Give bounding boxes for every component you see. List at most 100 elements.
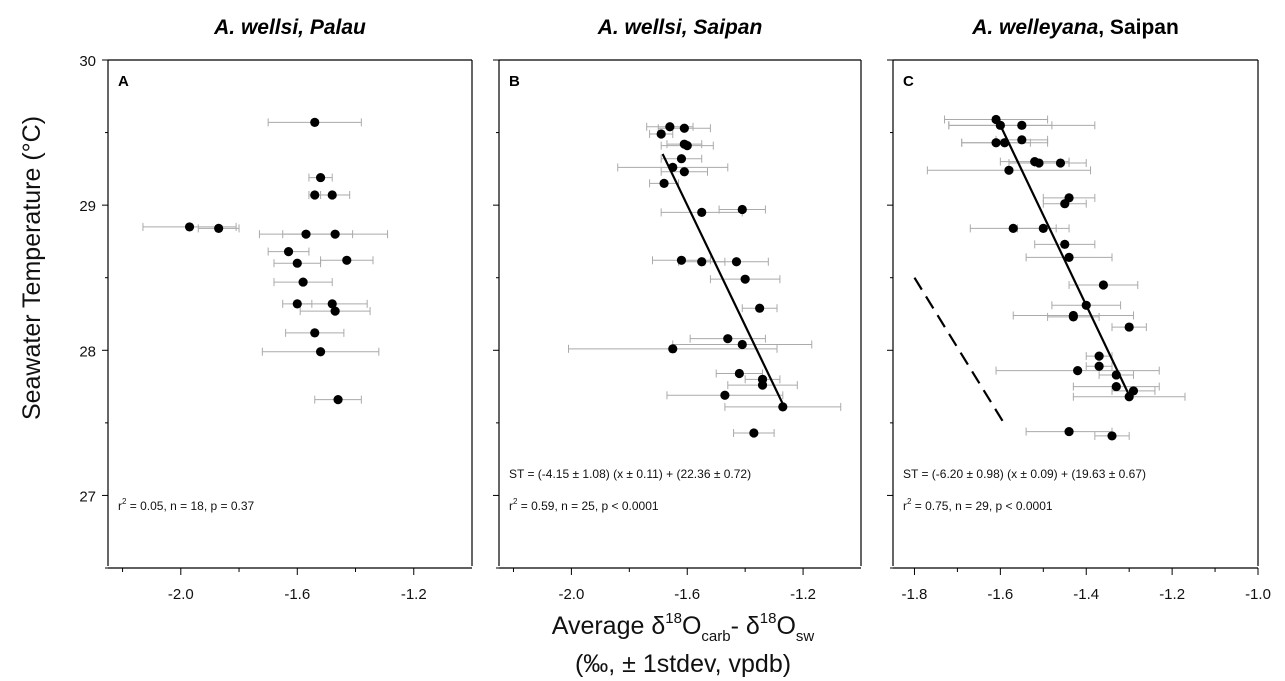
data-point <box>682 141 692 151</box>
data-point <box>327 299 337 309</box>
panel-b: A. wellsi, Saipan -2.0 -1.6 -1.2 B ST = (-4.1… <box>493 16 862 603</box>
y-axis-label: Seawater Temperature (°C) <box>18 116 46 420</box>
data-point <box>310 190 320 200</box>
y-tick-label: 28 <box>79 343 96 360</box>
x-tick-label: -1.2 <box>1159 586 1185 603</box>
data-point <box>1060 199 1070 209</box>
stat-r: r <box>118 499 122 513</box>
data-point <box>1060 239 1070 249</box>
chart-panels: A. wellsi, Palau 27 28 29 30 -2.0 -1.6 -1.2 Ar2 … <box>79 16 1271 603</box>
data-point <box>330 229 340 239</box>
panel-title-part: , Saipan <box>1098 16 1179 39</box>
stat-sup: 2 <box>122 497 127 506</box>
data-point <box>991 138 1001 148</box>
data-point <box>310 117 320 128</box>
stat-rest: = 0.75, n = 29, p < 0.0001 <box>911 499 1052 513</box>
panel-title-part: A. welleyana <box>971 16 1098 39</box>
data-point <box>778 402 788 412</box>
x-tick-label: -1.6 <box>674 586 700 603</box>
data-point <box>757 380 768 390</box>
x-tick-label: -1.4 <box>1073 586 1099 603</box>
panel-title-part: A. wellsi, Palau <box>213 16 366 39</box>
x-tick-label: -1.6 <box>284 586 310 603</box>
data-point <box>1034 158 1044 168</box>
data-point <box>676 154 687 164</box>
data-point <box>1008 223 1018 233</box>
x-tick-label: -1.6 <box>987 586 1013 603</box>
data-point <box>1038 223 1048 233</box>
data-point <box>315 172 326 183</box>
data-point <box>315 347 326 357</box>
regression-stats: r2 = 0.75, n = 29, p < 0.0001 <box>903 497 1053 513</box>
regression-equation: ST = (-6.20 ± 0.98) (x ± 0.09) + (19.63 … <box>903 467 1146 481</box>
data-point <box>679 167 689 177</box>
panel-a: A. wellsi, Palau 27 28 29 30 -2.0 -1.6 -1.2 Ar2 … <box>79 16 473 603</box>
data-point <box>1098 280 1109 290</box>
y-tick-label: 29 <box>79 198 96 215</box>
stat-r: r <box>903 499 907 513</box>
x-tick-label: -2.0 <box>558 586 584 603</box>
data-point <box>292 299 302 309</box>
data-point <box>1064 252 1074 262</box>
data-point <box>283 246 294 257</box>
data-point <box>668 344 678 354</box>
data-point <box>737 204 747 215</box>
data-point <box>665 122 675 132</box>
x-tick-label: -1.8 <box>902 586 928 603</box>
data-point <box>1124 392 1134 402</box>
data-point <box>1064 426 1074 437</box>
x-axis-label: Average δ18Ocarb- δ18Osw <box>552 610 815 645</box>
panel-title: A. welleyana, Saipan <box>971 16 1179 39</box>
data-point <box>1111 370 1121 380</box>
data-point <box>298 277 308 287</box>
panel-letter: B <box>509 73 520 90</box>
data-point <box>1004 165 1014 175</box>
stat-rest: = 0.59, n = 25, p < 0.0001 <box>517 499 658 513</box>
data-point <box>697 207 707 217</box>
x-tick-label: -1.0 <box>1245 586 1271 603</box>
data-point <box>676 255 687 265</box>
stat-rest: = 0.05, n = 18, p = 0.37 <box>126 499 254 513</box>
regression-equation: ST = (-4.15 ± 1.08) (x ± 0.11) + (22.36 … <box>509 467 751 481</box>
data-point <box>1111 381 1121 392</box>
panel-title: A. wellsi, Palau <box>213 16 366 39</box>
data-point <box>668 162 678 173</box>
data-point <box>1094 361 1104 371</box>
data-point <box>749 428 759 438</box>
data-point <box>679 123 689 133</box>
data-point <box>1017 120 1027 130</box>
panel-title: A. wellsi, Saipan <box>597 16 763 39</box>
data-point <box>310 328 320 338</box>
regression-stats: r2 = 0.59, n = 25, p < 0.0001 <box>509 497 659 513</box>
data-point <box>1000 138 1010 148</box>
panel-letter: C <box>903 73 914 90</box>
data-point <box>659 178 669 188</box>
data-point <box>1017 135 1027 145</box>
data-point <box>1124 322 1134 332</box>
regression-stats: r2 = 0.05, n = 18, p = 0.37 <box>118 497 255 513</box>
data-point <box>333 395 343 405</box>
data-point <box>656 129 666 139</box>
data-point <box>301 229 311 239</box>
data-point <box>342 255 352 265</box>
y-tick-label: 27 <box>79 488 96 505</box>
x-axis-label-units: (‰, ± 1stdev, vpdb) <box>575 650 791 678</box>
stat-r: r <box>509 499 513 513</box>
data-point <box>1073 366 1083 376</box>
data-point <box>723 334 733 344</box>
data-point <box>731 257 742 267</box>
data-point <box>1094 351 1104 361</box>
data-point <box>737 339 747 350</box>
data-point <box>995 120 1005 130</box>
stat-sup: 2 <box>513 497 518 506</box>
regression-line <box>997 120 1133 401</box>
data-point <box>734 368 744 379</box>
data-point <box>740 274 750 284</box>
x-tick-label: -2.0 <box>168 586 194 603</box>
x-tick-label: -1.2 <box>401 586 427 603</box>
regression-line <box>661 153 784 405</box>
data-point <box>697 257 707 267</box>
data-point <box>1055 158 1066 168</box>
panel-c: A. welleyana, Saipan -1.8 -1.6 -1.4 -1.2 -1.0… <box>887 16 1271 603</box>
